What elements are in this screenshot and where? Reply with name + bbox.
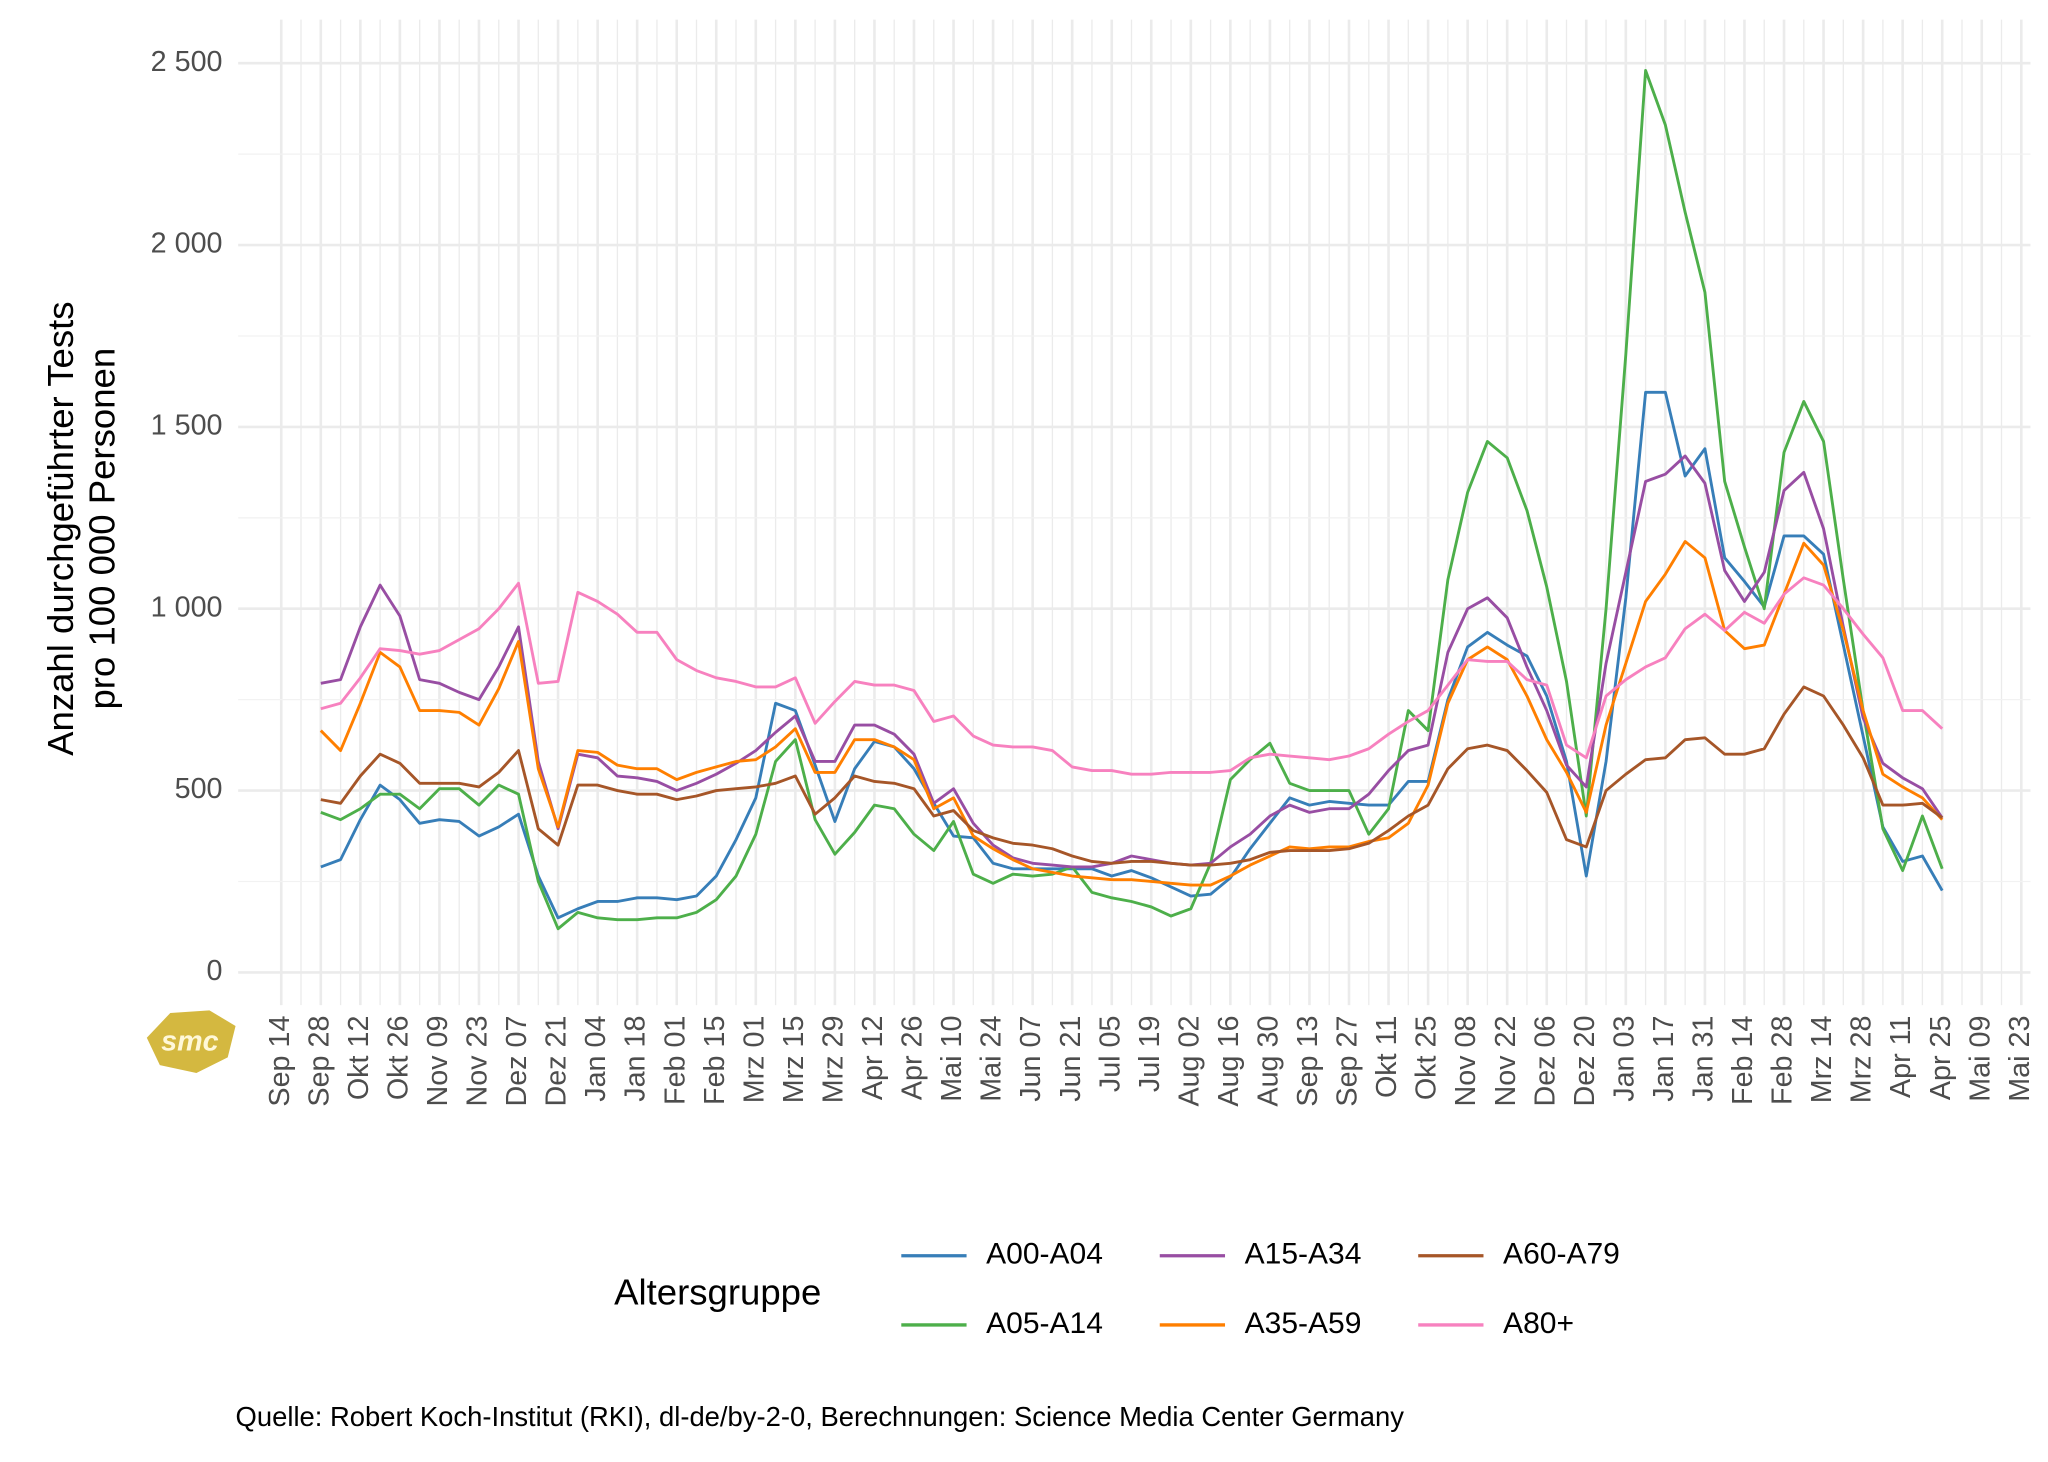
y-tick-label: 500 bbox=[175, 773, 223, 805]
x-tick-label: Mai 23 bbox=[2004, 1016, 2036, 1102]
x-tick-label: Mai 10 bbox=[936, 1016, 968, 1102]
legend-title: Altersgruppe bbox=[614, 1272, 821, 1313]
x-tick-label: Jun 21 bbox=[1055, 1016, 1087, 1102]
x-tick-label: Apr 25 bbox=[1925, 1016, 1957, 1101]
x-tick-label: Okt 26 bbox=[382, 1016, 414, 1101]
x-tick-label: Nov 22 bbox=[1490, 1016, 1522, 1107]
x-tick-label: Dez 06 bbox=[1529, 1016, 1561, 1107]
x-tick-label: Aug 16 bbox=[1213, 1016, 1245, 1107]
x-tick-label: Nov 09 bbox=[422, 1016, 454, 1107]
x-tick-label: Dez 21 bbox=[541, 1016, 573, 1107]
legend-label: A15-A34 bbox=[1245, 1238, 1362, 1271]
x-tick-label: Mai 09 bbox=[1964, 1016, 1996, 1102]
series-line bbox=[319, 540, 1944, 887]
x-tick-label: Feb 15 bbox=[699, 1016, 731, 1105]
x-tick-label: Nov 08 bbox=[1450, 1016, 1482, 1107]
x-tick-label: Sep 13 bbox=[1292, 1016, 1324, 1107]
x-tick-label: Mai 24 bbox=[976, 1016, 1008, 1102]
x-tick-label: Jan 18 bbox=[620, 1016, 652, 1102]
legend: A00-A04 A05-A14 A15-A34 A35-A59 A60-A79 A80+ bbox=[901, 1238, 1620, 1340]
x-tick-label: Nov 23 bbox=[462, 1016, 494, 1107]
series-line bbox=[320, 576, 1944, 776]
x-tick-label: Sep 28 bbox=[303, 1016, 335, 1107]
x-tick-label: Jul 19 bbox=[1134, 1016, 1166, 1093]
logo-shape bbox=[146, 1010, 236, 1074]
y-tick-label: 0 bbox=[207, 955, 223, 987]
series-line bbox=[320, 685, 1944, 867]
x-tick-label: Jan 31 bbox=[1687, 1016, 1719, 1102]
y-tick-label: 2 000 bbox=[151, 228, 223, 260]
labels: Sep 14 Sep 28 Okt 12 Okt 26 Nov 09 Nov 23 Dez … bbox=[151, 46, 2036, 1107]
x-tick-label: Feb 14 bbox=[1727, 1016, 1759, 1105]
x-tick-label: Jan 17 bbox=[1648, 1016, 1680, 1102]
x-tick-label: Mrz 29 bbox=[817, 1016, 849, 1104]
series-line bbox=[320, 390, 1944, 920]
legend-label: A35-A59 bbox=[1245, 1307, 1362, 1340]
lines bbox=[319, 69, 1944, 931]
x-tick-label: Apr 11 bbox=[1885, 1016, 1917, 1098]
y-axis-title-line: Anzahl durchgeführter Tests bbox=[40, 301, 81, 755]
x-tick-label: Mrz 14 bbox=[1806, 1016, 1838, 1104]
logo: smc bbox=[146, 1010, 236, 1074]
legend-label: A80+ bbox=[1503, 1307, 1574, 1340]
grid bbox=[238, 19, 2031, 1006]
x-tick-label: Mrz 15 bbox=[778, 1016, 810, 1104]
series-line bbox=[320, 454, 1944, 869]
x-tick-label: Aug 02 bbox=[1173, 1016, 1205, 1107]
y-tick-label: 2 500 bbox=[151, 46, 223, 78]
y-tick-label: 1 500 bbox=[151, 409, 223, 441]
legend-label: A05-A14 bbox=[986, 1307, 1103, 1340]
x-tick-label: Dez 07 bbox=[501, 1016, 533, 1107]
legend-label: A00-A04 bbox=[986, 1238, 1103, 1271]
x-tick-label: Sep 14 bbox=[264, 1016, 296, 1107]
x-tick-label: Feb 01 bbox=[659, 1016, 691, 1105]
x-tick-label: Mrz 28 bbox=[1846, 1016, 1878, 1104]
x-tick-label: Apr 26 bbox=[897, 1016, 929, 1101]
y-tick-label: 1 000 bbox=[151, 591, 223, 623]
x-tick-label: Jul 05 bbox=[1094, 1016, 1126, 1093]
series-line bbox=[320, 69, 1944, 931]
caption: Quelle: Robert Koch-Institut (RKI), dl-d… bbox=[236, 1401, 1405, 1432]
x-tick-label: Okt 12 bbox=[343, 1016, 375, 1101]
y-axis-title-line: pro 100 000 Personen bbox=[82, 348, 123, 710]
y-axis-title: Anzahl durchgeführter Tests pro 100 000 … bbox=[40, 301, 123, 755]
x-tick-label: Jan 04 bbox=[580, 1016, 612, 1102]
x-tick-label: Apr 12 bbox=[857, 1016, 889, 1101]
x-tick-label: Sep 27 bbox=[1332, 1016, 1364, 1107]
legend-label: A60-A79 bbox=[1503, 1238, 1620, 1271]
x-tick-label: Okt 25 bbox=[1411, 1016, 1443, 1101]
x-tick-label: Jun 07 bbox=[1015, 1016, 1047, 1102]
x-tick-label: Dez 20 bbox=[1569, 1016, 1601, 1107]
x-tick-label: Aug 30 bbox=[1252, 1016, 1284, 1107]
x-tick-label: Jan 03 bbox=[1608, 1016, 1640, 1102]
x-tick-label: Okt 11 bbox=[1371, 1016, 1403, 1098]
x-tick-label: Mrz 01 bbox=[738, 1016, 770, 1104]
x-tick-label: Feb 28 bbox=[1767, 1016, 1799, 1105]
logo-text: smc bbox=[161, 1026, 218, 1058]
